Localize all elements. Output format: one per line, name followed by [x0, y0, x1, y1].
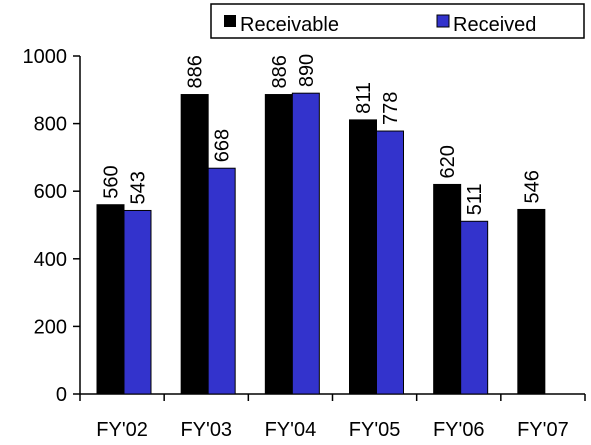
data-label-receivable: 811 [353, 82, 375, 114]
bar-received [123, 209, 152, 395]
data-label-received: 890 [296, 54, 318, 87]
x-tick-label: FY'06 [433, 419, 485, 441]
data-label-received: 668 [212, 129, 234, 162]
bar-received [207, 167, 236, 395]
y-tick-label: 400 [34, 249, 67, 271]
data-label-receivable: 886 [269, 55, 291, 88]
legend: Receivable Received [210, 3, 585, 39]
y-tick-label: 800 [34, 114, 67, 136]
bar-receivable [264, 94, 293, 395]
bar-receivable [180, 94, 209, 395]
x-tick-label: FY'07 [517, 419, 569, 441]
legend-swatch-received [436, 14, 450, 28]
data-label-receivable: 546 [521, 170, 543, 203]
data-label-receivable: 620 [437, 145, 459, 178]
data-label-receivable: 560 [101, 165, 123, 198]
data-label-receivable: 886 [185, 55, 207, 88]
data-label-received: 543 [128, 171, 150, 204]
bar-receivable [96, 204, 125, 395]
y-tick-label: 1000 [23, 46, 68, 68]
legend-box [210, 3, 585, 39]
legend-label-received: Received [453, 14, 536, 36]
bar-receivable [433, 183, 462, 395]
bars [96, 92, 546, 395]
legend-swatch-receivable [224, 15, 236, 27]
bar-received [460, 220, 489, 395]
y-tick-label: 600 [34, 181, 67, 203]
data-label-received: 511 [464, 183, 486, 215]
y-axis: 0 200 400 600 800 1000 [23, 46, 81, 406]
bar-receivable [517, 208, 546, 395]
y-tick-label: 200 [34, 316, 67, 338]
x-tick-label: FY'04 [265, 419, 317, 441]
bar-received [291, 92, 320, 395]
bar-receivable [349, 119, 377, 395]
x-axis: FY'02 FY'03 FY'04 FY'05 FY'06 FY'07 [79, 393, 586, 441]
x-tick-label: FY'03 [180, 419, 232, 441]
data-label-received: 778 [380, 92, 402, 125]
bar-received [376, 130, 404, 395]
legend-label-receivable: Receivable [240, 14, 339, 36]
x-tick-label: FY'02 [96, 419, 148, 441]
x-tick-label: FY'05 [349, 419, 401, 441]
y-tick-label: 0 [56, 384, 67, 406]
data-labels: 560 886 886 811 620 546 543 668 890 778 511 [101, 54, 544, 215]
